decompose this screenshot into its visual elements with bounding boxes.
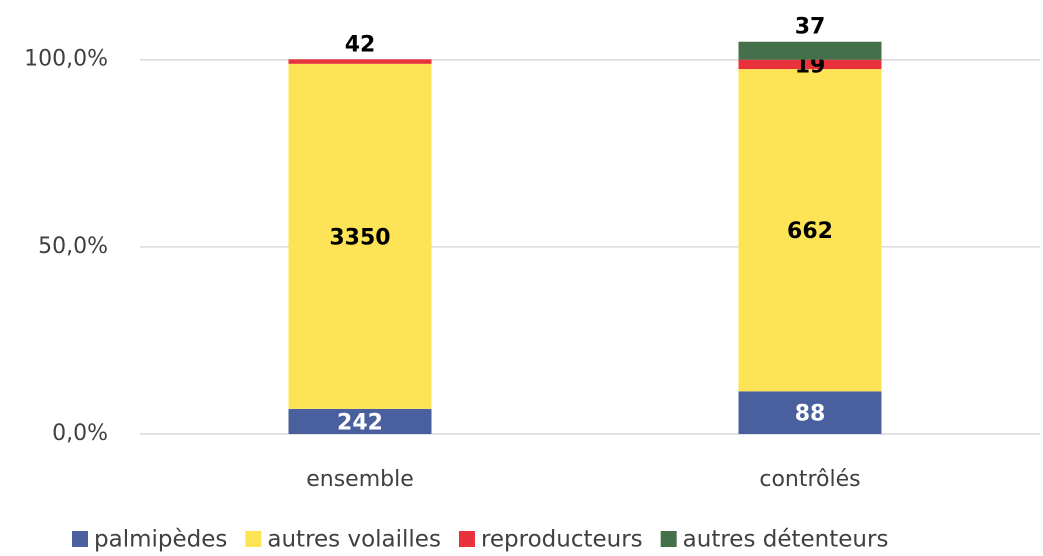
legend-swatch: [660, 531, 677, 547]
bar-segment: [288, 59, 432, 64]
data-label: 88: [795, 402, 826, 427]
legend-label: palmipèdes: [94, 527, 227, 553]
bar-segment: [738, 69, 882, 392]
y-tick-label: 100,0%: [24, 47, 108, 72]
legend-label: autres volailles: [267, 527, 441, 553]
bar-segment: [738, 41, 882, 60]
x-tick-label: contrôlés: [759, 467, 860, 492]
legend-label: autres détenteurs: [683, 527, 889, 553]
legend-swatch: [72, 531, 88, 547]
y-tick-label: 50,0%: [38, 234, 108, 259]
data-label: 662: [787, 219, 833, 244]
data-label: 42: [345, 32, 376, 57]
data-label: 242: [337, 410, 383, 435]
x-tick-label: ensemble: [306, 467, 414, 492]
y-tick-label: 0,0%: [52, 421, 108, 446]
bar-segment: [738, 59, 882, 70]
bar-segment: [738, 391, 882, 434]
data-label: 3350: [329, 225, 390, 250]
legend-swatch: [245, 531, 262, 547]
bar-segment: [288, 408, 432, 434]
legend-label: reproducteurs: [481, 527, 643, 553]
data-label: 37: [795, 15, 826, 40]
legend-swatch: [458, 531, 475, 547]
bar-segment: [288, 63, 432, 409]
